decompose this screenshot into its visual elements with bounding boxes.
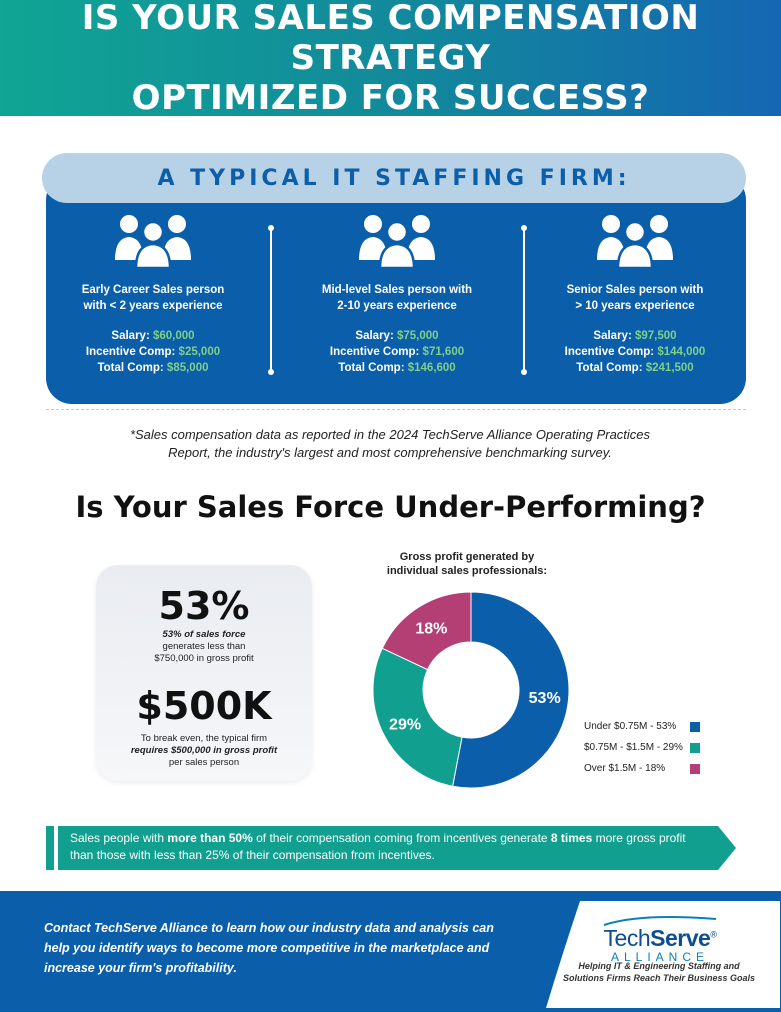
stat-1-text: generates less than xyxy=(162,641,246,652)
mid-level-column: Mid-level Sales person with 2-10 years e… xyxy=(292,212,502,376)
group-of-people-icon xyxy=(597,215,673,268)
donut-data-label-1: 53% xyxy=(529,690,561,707)
logo-registered-mark: ® xyxy=(710,929,717,940)
early-career-column: Early Career Sales person with < 2 years… xyxy=(48,212,258,376)
callout-bold-more-than-50: more than 50% xyxy=(167,831,253,845)
footnote-line-2: Report, the industry's largest and most … xyxy=(168,445,612,460)
logo-swoosh-icon xyxy=(603,916,717,926)
stat-1-bold-text: 53% of sales force xyxy=(162,629,246,640)
legend-item: Over $1.5M - 18% xyxy=(584,758,700,779)
legend-item: $0.75M - $1.5M - 29% xyxy=(584,737,700,758)
donut-data-label-2: 29% xyxy=(389,717,421,734)
donut-slice-3 xyxy=(381,591,472,671)
donut-slice-1 xyxy=(452,591,570,789)
senior-column: Senior Sales person with > 10 years expe… xyxy=(530,212,740,376)
typical-firm-heading: A TYPICAL IT STAFFING FIRM: xyxy=(157,165,631,191)
stat-500k: $500K xyxy=(136,684,272,728)
legend-label: $0.75M - $1.5M - 29% xyxy=(584,742,683,753)
typical-firm-heading-pill: A TYPICAL IT STAFFING FIRM: xyxy=(42,153,746,203)
mid-level-desc-line-2: 2-10 years experience xyxy=(337,300,457,312)
stats-card: 53% 53% of sales force generates less th… xyxy=(96,565,312,781)
salary-label: Salary: xyxy=(355,330,394,342)
footer-contact-text: Contact TechServe Alliance to learn how … xyxy=(44,918,514,978)
chart-title-line-1: Gross profit generated by xyxy=(400,551,535,563)
logo-tagline-line-1: Helping IT & Engineering Staffing and xyxy=(578,961,740,971)
logo-panel xyxy=(546,901,780,1008)
legend-label: Under $0.75M - 53% xyxy=(584,721,677,732)
stat-53-percent: 53% xyxy=(158,584,250,628)
stat-1-text-line-3: $750,000 in gross profit xyxy=(154,653,254,664)
early-career-desc-line-2: with < 2 years experience xyxy=(83,300,223,312)
techserve-alliance-logo: TechServe® ALLIANCE xyxy=(560,915,760,964)
legend-swatch xyxy=(690,742,700,753)
chart-title-line-2: individual sales professionals: xyxy=(387,565,547,577)
early-career-desc-line-1: Early Career Sales person xyxy=(81,284,225,296)
incentive-callout-banner xyxy=(46,826,736,870)
callout-text-part: of their compensation coming from incent… xyxy=(252,831,551,845)
incentive-callout-text: Sales people with more than 50% of their… xyxy=(70,830,710,864)
group-of-people-icon xyxy=(359,215,435,268)
senior-desc-line-1: Senior Sales person with xyxy=(566,284,704,296)
mid-level-total: $146,600 xyxy=(407,362,456,374)
mid-level-desc-line-1: Mid-level Sales person with xyxy=(321,284,473,296)
page-header: IS YOUR SALES COMPENSATION STRATEGY OPTI… xyxy=(0,0,781,118)
legend-item: Under $0.75M - 53% xyxy=(584,716,700,737)
mid-level-incentive: $71,600 xyxy=(422,346,465,358)
legend-swatch xyxy=(690,721,700,732)
total-label: Total Comp: xyxy=(97,362,164,374)
stat-2-text: To break even, the typical firm xyxy=(140,733,268,744)
donut-labels: 53% 29% 18% xyxy=(389,621,561,734)
logo-text-alliance: ALLIANCE xyxy=(610,950,710,964)
column-divider xyxy=(268,225,274,375)
early-career-incentive: $25,000 xyxy=(178,346,221,358)
logo-text-tech: Tech xyxy=(603,925,651,951)
salary-label: Salary: xyxy=(593,330,632,342)
footer-contact-bold: Contact TechServe Alliance xyxy=(44,921,208,935)
dashed-divider xyxy=(46,409,746,410)
incentive-label: Incentive Comp: xyxy=(329,346,420,358)
total-label: Total Comp: xyxy=(338,362,405,374)
column-divider xyxy=(521,225,527,375)
senior-total: $241,500 xyxy=(645,362,694,374)
salary-label: Salary: xyxy=(111,330,150,342)
donut-data-label-3: 18% xyxy=(415,621,447,638)
group-of-people-icon xyxy=(115,215,191,268)
footnote-line-1: *Sales compensation data as reported in … xyxy=(129,427,651,442)
stat-2-bold-text: requires $500,000 in gross profit xyxy=(130,745,278,756)
logo-tagline: Helping IT & Engineering Staffing and So… xyxy=(552,960,766,984)
footer-contact-rest: to learn how our industry data and analy… xyxy=(44,921,494,975)
page-title-line-2: OPTIMIZED FOR SUCCESS? xyxy=(131,78,650,118)
donut-slice-2 xyxy=(372,647,463,787)
footnote: *Sales compensation data as reported in … xyxy=(90,426,690,462)
early-career-salary: $60,000 xyxy=(152,330,195,342)
early-career-total: $85,000 xyxy=(166,362,209,374)
legend-swatch xyxy=(690,763,700,774)
gross-profit-donut-chart: Gross profit generated by individual sal… xyxy=(372,551,570,789)
mid-level-salary: $75,000 xyxy=(396,330,439,342)
senior-salary: $97,500 xyxy=(634,330,677,342)
logo-text-serve: Serve xyxy=(650,925,711,951)
section-title: Is Your Sales Force Under-Performing? xyxy=(75,490,706,524)
callout-text-part: more gross profit than those with less t… xyxy=(70,831,686,862)
typical-firm-panel xyxy=(46,174,746,404)
donut-slices xyxy=(372,591,570,789)
incentive-label: Incentive Comp: xyxy=(85,346,176,358)
page-title-line-1: IS YOUR SALES COMPENSATION STRATEGY xyxy=(81,0,700,78)
legend-label: Over $1.5M - 18% xyxy=(584,763,666,774)
logo-tagline-line-2: Solutions Firms Reach Their Business Goa… xyxy=(562,973,756,983)
stat-2-text-line-3: per sales person xyxy=(168,757,240,768)
incentive-label: Incentive Comp: xyxy=(564,346,655,358)
chart-legend: Under $0.75M - 53% $0.75M - $1.5M - 29% … xyxy=(584,716,700,779)
total-label: Total Comp: xyxy=(576,362,643,374)
callout-text-part: Sales people with xyxy=(70,831,168,845)
callout-bold-8-times: 8 times xyxy=(550,831,593,845)
senior-desc-line-2: > 10 years experience xyxy=(575,300,695,312)
senior-incentive: $144,000 xyxy=(657,346,706,358)
